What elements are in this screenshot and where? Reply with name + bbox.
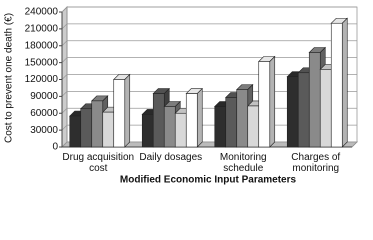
- bar: [308, 52, 321, 148]
- bar: [225, 97, 238, 148]
- bar: [113, 79, 126, 148]
- x-tick-label: Monitoring schedule: [219, 152, 267, 174]
- grid-line: [61, 23, 357, 30]
- grid-line: [61, 57, 357, 63]
- y-tick-label: 150000: [25, 57, 59, 68]
- bar: [152, 93, 165, 148]
- y-tick-label: 0: [52, 142, 58, 153]
- bar: [91, 100, 104, 148]
- bar: [236, 89, 249, 148]
- bar-side: [196, 87, 203, 148]
- bar: [330, 22, 343, 148]
- bar-side: [124, 73, 131, 148]
- y-axis-title: Cost to prevent one death (€): [4, 13, 15, 143]
- y-tick-label: 180000: [25, 40, 59, 51]
- y-tick-label: 60000: [30, 108, 58, 119]
- x-axis-title: Modified Economic Input Parameters: [120, 175, 297, 186]
- bar-side: [269, 55, 276, 148]
- bar: [247, 105, 260, 148]
- chart-container: Cost to prevent one death (€) Modified E…: [4, 6, 358, 186]
- x-tick-label: Daily dosages: [139, 152, 203, 163]
- bar: [214, 106, 227, 148]
- y-tick-label: 210000: [25, 24, 59, 35]
- bar: [163, 106, 176, 148]
- y-tick-label: 90000: [30, 91, 58, 102]
- grid-line: [61, 40, 357, 46]
- bar: [185, 93, 198, 148]
- y-tick-label: 30000: [30, 125, 58, 136]
- bar: [174, 112, 187, 148]
- grid-line: [61, 6, 357, 13]
- bar: [69, 115, 82, 148]
- x-tick-label: Drug acquisition cost: [62, 152, 135, 174]
- bar-side: [341, 17, 348, 148]
- bar: [258, 61, 271, 148]
- y-tick-label: 240000: [25, 7, 59, 18]
- bar: [286, 76, 299, 148]
- chart: Cost to prevent one death (€) Modified E…: [4, 6, 358, 186]
- x-tick-label: Charges of monitoring: [291, 152, 341, 174]
- bar: [141, 114, 154, 148]
- y-tick-label: 120000: [25, 74, 59, 85]
- bar: [319, 69, 332, 148]
- bar: [102, 111, 115, 148]
- bar: [80, 108, 93, 148]
- bar: [297, 72, 310, 148]
